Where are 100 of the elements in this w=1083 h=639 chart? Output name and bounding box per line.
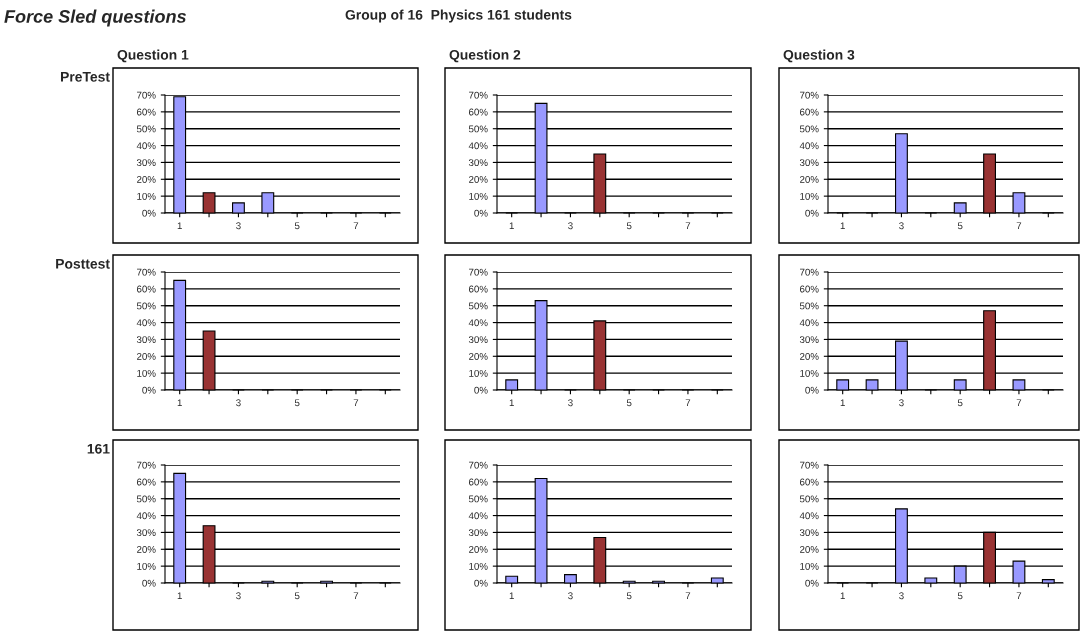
x-tick-label: 5 [957,399,963,407]
y-tick-label: 0% [142,386,156,394]
y-axis-title: Posttest [56,259,110,269]
x-tick-label: 1 [840,399,845,407]
chart-title: Question 1 [117,49,189,63]
y-tick-label: 60% [137,285,156,293]
x-tick-label: 5 [626,399,632,407]
chart-title: Question 2 [449,49,521,63]
x-tick-label: 5 [294,399,300,407]
y-tick-label: 50% [468,125,488,133]
y-tick-label: 0% [474,386,488,394]
y-tick-label: 20% [800,546,819,553]
y-tick-label: 70% [800,461,819,469]
y-axis-title: 161 [87,443,110,454]
y-tick-label: 60% [137,108,156,116]
y-tick-label: 50% [799,495,819,503]
y-tick-label: 20% [469,546,488,553]
y-tick-label: 70% [469,268,488,276]
y-tick-label: 10% [800,192,819,200]
y-tick-label: 20% [469,176,488,183]
y-tick-label: 60% [137,478,156,486]
chart-title: Question 3 [783,49,855,63]
y-tick-label: 30% [799,159,819,167]
y-tick-label: 60% [800,285,819,293]
x-tick-label: 1 [177,399,182,407]
y-tick-label: 40% [136,512,156,520]
y-tick-label: 20% [137,546,156,553]
y-tick-label: 40% [468,512,488,520]
y-tick-label: 10% [800,562,819,570]
x-tick-label: 7 [353,222,359,230]
y-tick-label: 70% [800,91,819,99]
x-tick-label: 7 [1016,222,1022,230]
y-tick-label: 70% [137,268,156,276]
x-tick-label: 3 [568,592,573,600]
y-tick-label: 10% [137,562,156,570]
y-tick-label: 70% [469,91,488,99]
x-tick-label: 3 [899,592,904,600]
y-tick-label: 30% [799,336,819,344]
y-tick-label: 50% [136,125,156,133]
x-tick-label: 5 [294,592,300,600]
y-tick-label: 0% [805,579,819,587]
y-tick-label: 70% [800,268,819,276]
x-tick-label: 3 [899,399,904,407]
x-tick-label: 3 [236,222,241,230]
x-tick-label: 5 [957,222,963,230]
x-tick-label: 3 [236,399,241,407]
x-tick-label: 1 [509,222,514,230]
y-axis-title: PreTest [61,72,110,82]
y-tick-label: 10% [800,369,819,377]
x-tick-label: 7 [685,592,691,600]
y-tick-label: 60% [469,285,488,293]
x-tick-label: 1 [840,592,845,600]
text: Force Sled questions [4,9,186,27]
y-tick-label: 50% [468,495,488,503]
y-tick-label: 20% [137,353,156,360]
y-tick-label: 20% [800,176,819,183]
x-tick-label: 5 [626,592,632,600]
y-tick-label: 40% [468,142,488,150]
x-tick-label: 1 [509,592,514,600]
y-tick-label: 40% [468,319,488,327]
y-tick-label: 10% [137,192,156,200]
y-tick-label: 70% [137,461,156,469]
y-tick-label: 30% [136,159,156,167]
y-tick-label: 10% [469,369,488,377]
y-tick-label: 30% [468,336,488,344]
y-tick-label: 40% [799,142,819,150]
x-tick-label: 7 [1016,399,1022,407]
y-tick-label: 0% [474,209,488,217]
y-tick-label: 30% [468,159,488,167]
y-tick-label: 10% [469,192,488,200]
x-tick-label: 7 [685,399,691,407]
y-tick-label: 40% [799,512,819,520]
y-tick-label: 60% [800,108,819,116]
y-tick-label: 60% [800,478,819,486]
x-tick-label: 3 [899,222,904,230]
y-tick-label: 60% [469,108,488,116]
y-tick-label: 0% [142,209,156,217]
y-tick-label: 40% [136,319,156,327]
x-tick-label: 7 [685,222,691,230]
y-tick-label: 50% [136,495,156,503]
x-tick-label: 1 [840,222,845,230]
y-tick-label: 50% [799,302,819,310]
y-tick-label: 20% [137,176,156,183]
y-tick-label: 0% [142,579,156,587]
x-tick-label: 3 [568,399,573,407]
y-tick-label: 70% [469,461,488,469]
x-tick-label: 5 [294,222,300,230]
text: Group of 16 Physics 161 students [345,9,572,23]
y-tick-label: 30% [468,529,488,537]
x-tick-label: 7 [353,399,359,407]
y-tick-label: 0% [474,579,488,587]
y-tick-label: 10% [469,562,488,570]
x-tick-label: 5 [957,592,963,600]
y-tick-label: 10% [137,369,156,377]
x-tick-label: 1 [177,592,182,600]
y-tick-label: 20% [469,353,488,360]
x-tick-label: 1 [177,222,182,230]
x-tick-label: 1 [509,399,514,407]
y-tick-label: 40% [136,142,156,150]
x-tick-label: 5 [626,222,632,230]
